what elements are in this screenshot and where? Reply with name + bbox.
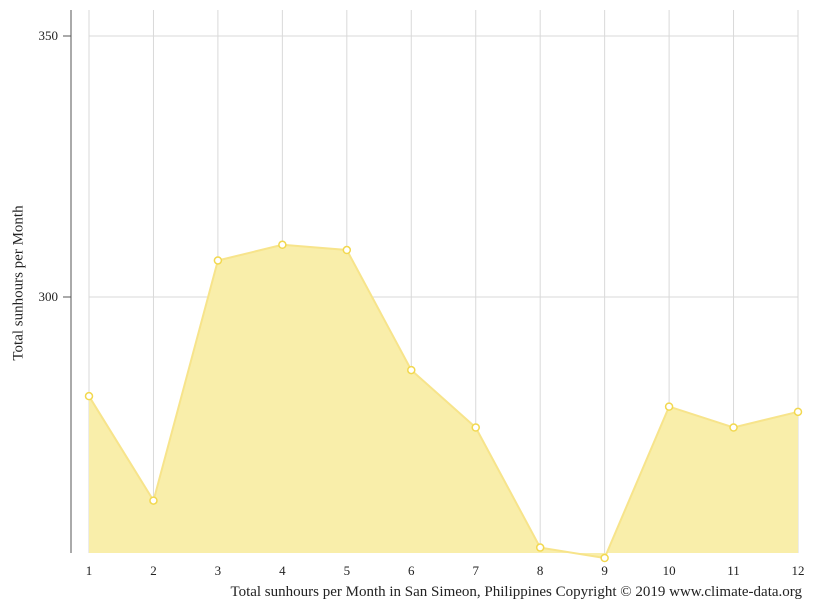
data-point-9 (600, 553, 609, 563)
data-point-4 (278, 240, 287, 250)
x-tick-label-1: 1 (86, 563, 93, 578)
y-tick-label-350: 350 (39, 28, 59, 43)
x-tick-label-7: 7 (472, 563, 479, 578)
data-point-10 (664, 402, 674, 411)
x-tick-label-8: 8 (537, 563, 544, 578)
data-point-11 (729, 423, 738, 432)
x-tick-label-2: 2 (150, 563, 157, 578)
x-tick-labels: 1 2 3 4 5 6 7 8 9 10 11 12 (86, 563, 805, 578)
sunhours-line (88, 243, 799, 560)
x-tick-label-10: 10 (663, 563, 676, 578)
data-point-2 (149, 496, 158, 505)
x-tick-label-12: 12 (792, 563, 805, 578)
x-tick-label-9: 9 (601, 563, 608, 578)
data-point-12 (793, 407, 803, 417)
y-tick-label-300: 300 (39, 289, 59, 304)
data-point-6 (407, 365, 416, 375)
y-axis-label: Total sunhours per Month (10, 205, 27, 361)
x-tick-label-4: 4 (279, 563, 286, 578)
data-point-1 (84, 391, 94, 401)
x-tick-label-6: 6 (408, 563, 415, 578)
y-tick-labels: 300 350 (39, 28, 71, 304)
chart-footer: Total sunhours per Month in San Simeon, … (230, 584, 802, 600)
data-point-3 (213, 256, 223, 265)
data-point-7 (471, 423, 480, 432)
data-point-5 (342, 245, 352, 255)
data-points (84, 240, 803, 563)
sunhours-area (89, 244, 798, 559)
x-tick-label-3: 3 (215, 563, 222, 578)
data-point-8 (535, 543, 545, 552)
x-tick-label-5: 5 (344, 563, 351, 578)
x-tick-label-11: 11 (727, 563, 740, 578)
